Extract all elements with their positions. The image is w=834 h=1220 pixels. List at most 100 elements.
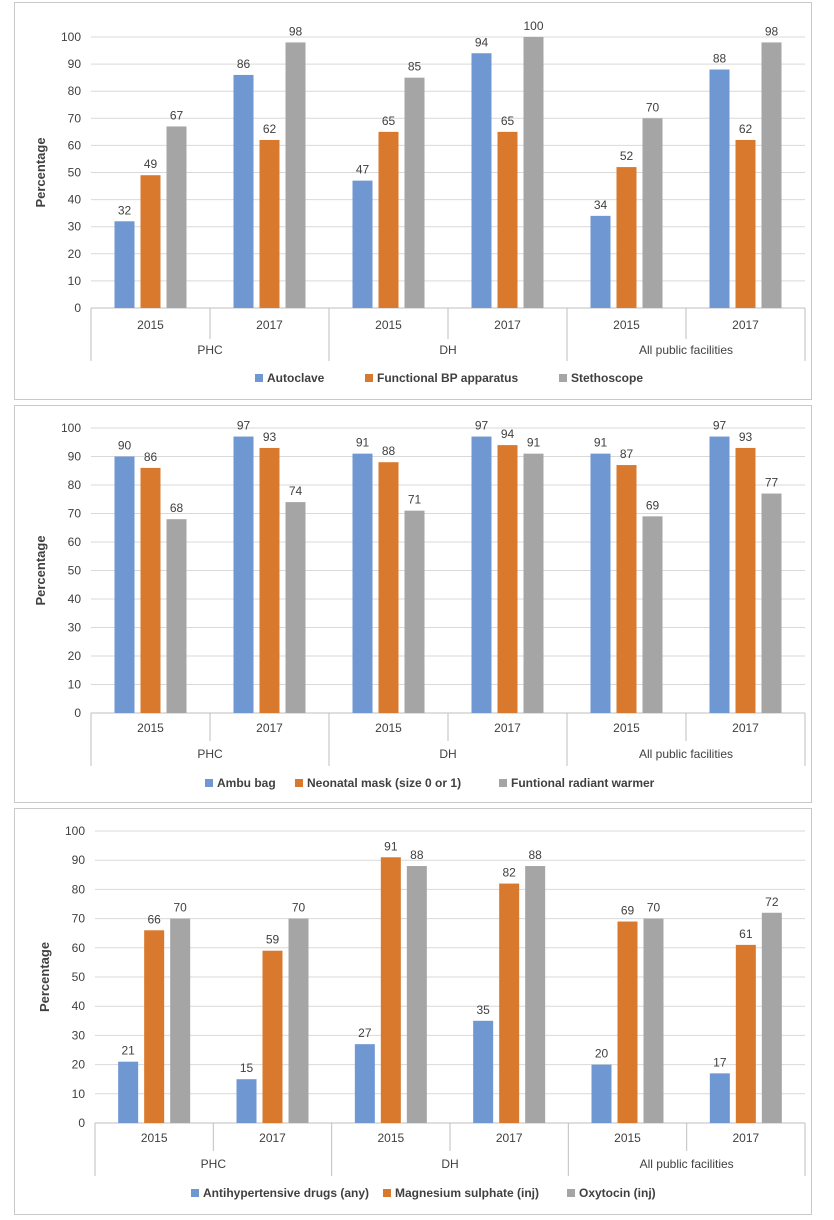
chart-drugs: 0 10 20 30 40 50 60 70 80 90 100 Percentage 21 66 70 15… xyxy=(37,824,806,1200)
data-label: 70 xyxy=(292,901,306,915)
data-label: 98 xyxy=(765,24,779,38)
bar-autoclave xyxy=(114,221,135,308)
data-label: 21 xyxy=(121,1044,135,1058)
bar-ambu-bag xyxy=(709,436,730,713)
data-label: 94 xyxy=(501,427,515,441)
chart-equipment: 0 10 20 30 40 50 60 70 80 90 100 Percentage 32 49 67 86… xyxy=(33,19,806,385)
y-tick-label: 10 xyxy=(68,678,82,692)
bar-funtional-radiant-warmer xyxy=(523,453,544,713)
bar-stethoscope xyxy=(285,42,306,309)
chart-newborn: 0 10 20 30 40 50 60 70 80 90 100 Percentage 90 86 68 97… xyxy=(33,419,806,790)
y-axis-label: Percentage xyxy=(33,137,48,207)
bar-autoclave xyxy=(233,74,254,308)
y-tick-label: 50 xyxy=(68,564,82,578)
data-label: 72 xyxy=(765,895,779,909)
bar-stethoscope xyxy=(166,126,187,309)
y-tick-label: 40 xyxy=(68,592,82,606)
y-tick-label: 50 xyxy=(72,970,86,984)
bar-autoclave xyxy=(471,53,492,309)
bar-oxytocin-inj xyxy=(170,918,191,1123)
bar-neonatal-mask-size-0-or-1 xyxy=(259,447,280,713)
data-label: 27 xyxy=(358,1026,372,1040)
bar-funtional-radiant-warmer xyxy=(404,510,425,713)
x-group-label: DH xyxy=(441,1157,458,1171)
data-label: 67 xyxy=(170,108,184,122)
data-label: 65 xyxy=(501,114,515,128)
data-label: 49 xyxy=(144,157,158,171)
legend-label: Oxytocin (inj) xyxy=(579,1186,656,1200)
bar-neonatal-mask-size-0-or-1 xyxy=(378,462,399,713)
legend-label: Magnesium sulphate (inj) xyxy=(395,1186,539,1200)
data-label: 47 xyxy=(356,163,370,177)
data-label: 82 xyxy=(502,866,516,880)
data-label: 86 xyxy=(144,450,158,464)
y-tick-label: 100 xyxy=(65,824,85,838)
x-group-label: PHC xyxy=(201,1157,227,1171)
x-group-label: DH xyxy=(439,343,456,357)
bar-ambu-bag xyxy=(233,436,254,713)
x-tick-label: 2017 xyxy=(256,721,283,735)
y-tick-label: 80 xyxy=(68,84,82,98)
x-tick-label: 2017 xyxy=(732,721,759,735)
bar-ambu-bag xyxy=(590,453,611,713)
y-tick-label: 60 xyxy=(72,941,86,955)
y-tick-label: 90 xyxy=(68,57,82,71)
bar-stethoscope xyxy=(404,77,425,309)
bar-functional-bp-apparatus xyxy=(259,139,280,308)
bar-functional-bp-apparatus xyxy=(140,175,161,308)
data-label: 91 xyxy=(527,436,541,450)
bar-oxytocin-inj xyxy=(406,866,427,1123)
data-label: 52 xyxy=(620,149,634,163)
bar-magnesium-sulphate-inj xyxy=(499,883,520,1123)
y-tick-label: 30 xyxy=(72,1028,86,1042)
data-label: 61 xyxy=(739,927,753,941)
bar-oxytocin-inj xyxy=(643,918,664,1123)
data-label: 88 xyxy=(528,848,542,862)
bar-antihypertensive-drugs-any xyxy=(709,1073,730,1123)
y-tick-label: 90 xyxy=(72,853,86,867)
bar-magnesium-sulphate-inj xyxy=(262,950,283,1123)
data-label: 59 xyxy=(266,933,280,947)
y-tick-label: 80 xyxy=(72,882,86,896)
x-tick-label: 2017 xyxy=(496,1131,523,1145)
bar-ambu-bag xyxy=(471,436,492,713)
x-tick-label: 2015 xyxy=(614,1131,641,1145)
y-tick-label: 10 xyxy=(72,1087,86,1101)
data-label: 70 xyxy=(646,100,660,114)
x-group-label: All public facilities xyxy=(640,1157,734,1171)
legend-label: Functional BP apparatus xyxy=(377,371,518,385)
y-tick-label: 100 xyxy=(61,421,81,435)
data-label: 68 xyxy=(170,501,184,515)
y-tick-label: 40 xyxy=(68,193,82,207)
data-label: 77 xyxy=(765,476,779,490)
x-tick-label: 2017 xyxy=(259,1131,286,1145)
bar-antihypertensive-drugs-any xyxy=(118,1061,139,1123)
bar-neonatal-mask-size-0-or-1 xyxy=(616,465,637,713)
legend-swatch xyxy=(383,1189,391,1197)
data-label: 88 xyxy=(410,848,424,862)
bar-oxytocin-inj xyxy=(288,918,309,1123)
data-label: 69 xyxy=(646,498,660,512)
legend-swatch xyxy=(191,1189,199,1197)
data-label: 35 xyxy=(476,1003,490,1017)
data-label: 20 xyxy=(595,1047,609,1061)
y-tick-label: 50 xyxy=(68,166,82,180)
data-label: 32 xyxy=(118,203,132,217)
bar-autoclave xyxy=(709,69,730,309)
legend-swatch xyxy=(559,374,567,382)
y-tick-label: 40 xyxy=(72,999,86,1013)
bar-autoclave xyxy=(352,180,373,308)
bar-stethoscope xyxy=(761,42,782,309)
bar-neonatal-mask-size-0-or-1 xyxy=(735,447,756,713)
bar-funtional-radiant-warmer xyxy=(761,493,782,713)
data-label: 98 xyxy=(289,24,303,38)
data-label: 88 xyxy=(713,52,727,66)
legend-label: Ambu bag xyxy=(217,776,276,790)
data-label: 71 xyxy=(408,493,422,507)
bar-magnesium-sulphate-inj xyxy=(144,930,165,1123)
bar-functional-bp-apparatus xyxy=(735,139,756,308)
data-label: 91 xyxy=(594,436,608,450)
x-tick-label: 2015 xyxy=(613,318,640,332)
bar-magnesium-sulphate-inj xyxy=(617,921,638,1123)
data-label: 65 xyxy=(382,114,396,128)
